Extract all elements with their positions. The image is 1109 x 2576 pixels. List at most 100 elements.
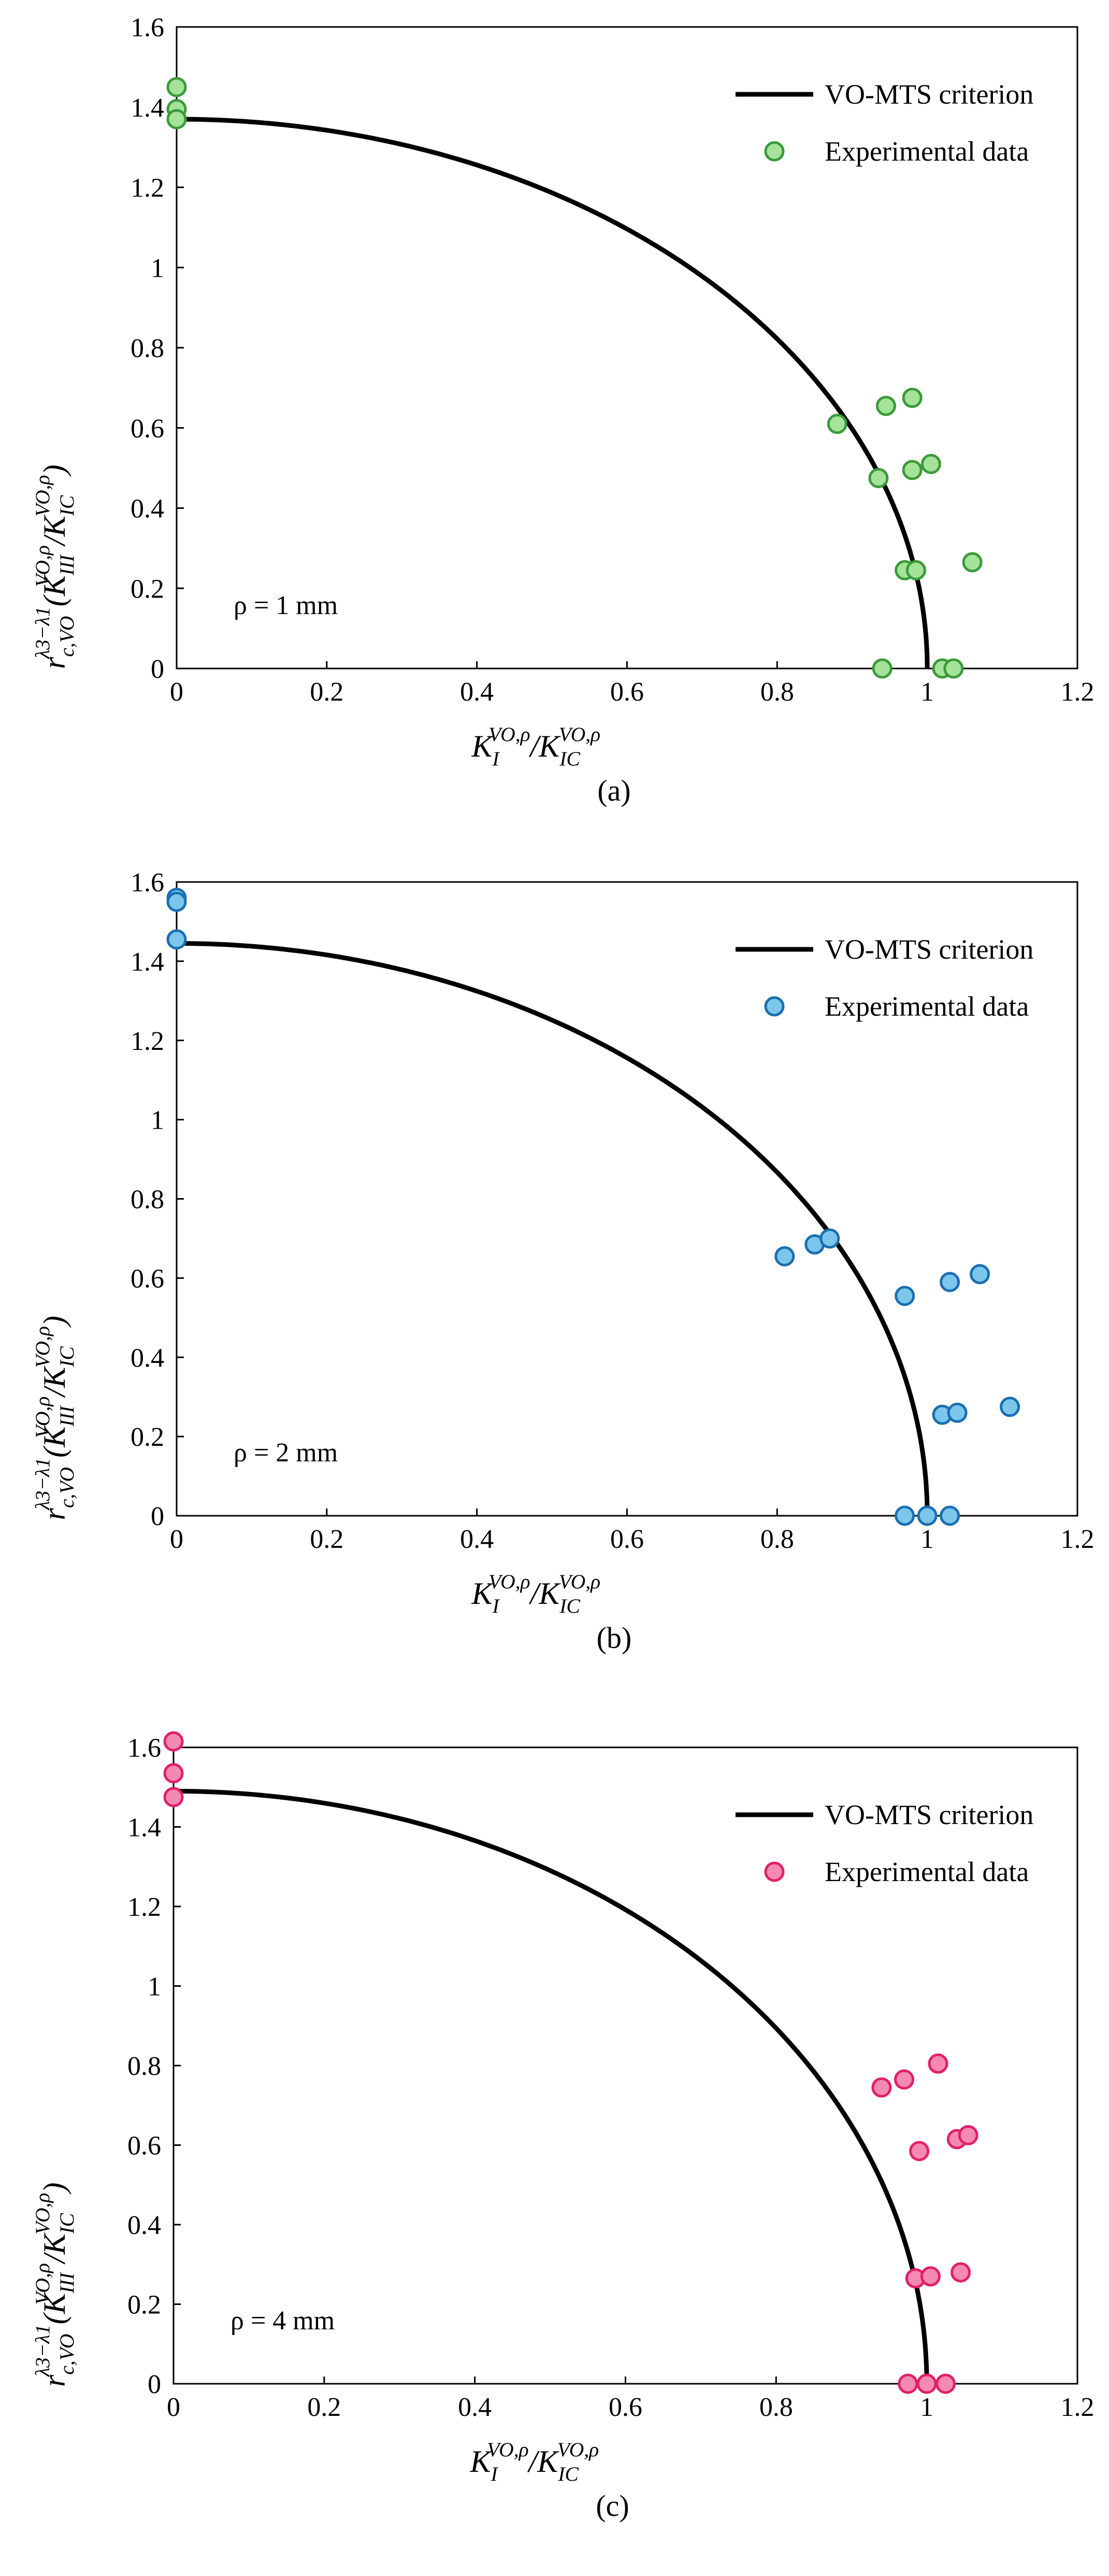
y-tick-label: 1.2 [131,174,164,203]
y-tick-label: 0.8 [131,334,164,363]
data-point [875,395,896,416]
panel-caption: (a) [597,774,630,807]
y-tick-label: 0 [148,2370,161,2399]
x-axis-label: KIVO,ρ/KICVO,ρ [471,1570,601,1617]
x-tick-label: 1 [920,1525,934,1554]
plot-frame [176,26,1078,670]
x-axis-label: KIVO,ρ/KICVO,ρ [471,723,601,770]
data-point [917,1505,938,1526]
data-point [895,1505,915,1526]
y-tick-label: 0 [151,654,164,684]
x-tick-label: 0.6 [610,1525,644,1554]
data-point [166,891,187,912]
data-point [894,2069,915,2090]
data-point [1000,1397,1020,1417]
x-tick-label: 0.8 [760,677,794,707]
data-point [905,560,926,580]
chart-svg: 0 0.2 0.4 0.6 0.8 1 1.2 0 0.2 0.4 0.6 0.8 1 1.2 1.4 1.6… [31,1731,1094,2523]
x-tick-label: 0 [170,1525,183,1554]
data-point [166,929,187,950]
x-tick-label: 0.2 [307,2393,341,2422]
legend-marker-label: Experimental data [825,136,1029,167]
data-point [872,658,892,679]
data-point [920,453,941,474]
rho-annotation: ρ = 4 mm [231,2306,335,2336]
criterion-curve [177,117,930,669]
data-point [935,2373,956,2394]
chart-panel-c: 0 0.2 0.4 0.6 0.8 1 1.2 0 0.2 0.4 0.6 0.8 1 1.2 1.4 1.6… [0,1717,1109,2576]
criterion-curve [174,1788,929,2384]
data-point [916,2373,937,2394]
legend-marker-label: Experimental data [825,991,1029,1022]
y-tick-label: 1.6 [131,13,164,42]
x-tick-label: 0.4 [460,1525,494,1554]
data-point [166,77,187,97]
criterion-curve [177,941,930,1516]
data-point [962,552,983,573]
data-point [928,2053,948,2074]
x-tick-label: 0.2 [310,677,343,707]
x-tick-label: 0.6 [609,2393,642,2422]
legend-marker-swatch [764,1861,785,1882]
data-point [902,388,923,408]
y-axis-label: rc,VOλ3−λ1(KIIIVO,ρ/KICVO,ρ) [31,1316,78,1520]
data-point [163,1731,184,1752]
y-tick-label: 0.4 [127,2211,161,2240]
y-axis-label: rc,VOλ3−λ1(KIIIVO,ρ/KICVO,ρ) [31,465,78,669]
legend-marker-label: Experimental data [825,1856,1029,1887]
y-tick-label: 1 [151,253,164,283]
x-tick-label: 0 [167,2393,180,2422]
data-point [871,2077,892,2098]
legend-line-label: VO-MTS criterion [825,1799,1033,1830]
y-tick-label: 0.2 [131,1422,164,1452]
data-point [970,1264,990,1285]
y-tick-label: 0.8 [127,2052,161,2081]
y-tick-label: 1.6 [127,1733,161,1763]
data-point [895,1286,915,1306]
y-tick-label: 0.4 [131,494,164,524]
x-tick-label: 1 [920,677,934,707]
x-tick-label: 1 [920,2393,933,2422]
data-point [163,1763,184,1784]
y-tick-label: 0.6 [131,1264,164,1293]
x-tick-label: 1.2 [1061,1525,1094,1554]
data-point [902,460,923,480]
data-point [827,414,847,434]
x-tick-label: 0.8 [759,2393,793,2422]
legend-marker-swatch [764,141,785,162]
rho-annotation: ρ = 1 mm [234,591,338,620]
y-tick-label: 1 [148,1972,161,2002]
y-tick-label: 0.8 [131,1185,164,1215]
chart-panel-b: 0 0.2 0.4 0.6 0.8 1 1.2 0 0.2 0.4 0.6 0.8 1 1.2 1.4 1.6… [0,859,1109,1717]
y-tick-label: 1.4 [131,947,164,977]
x-axis-label: KIVO,ρ/KICVO,ρ [470,2438,599,2485]
data-point [947,1402,968,1423]
data-point [163,1787,184,1808]
x-tick-label: 0 [170,677,183,707]
x-tick-label: 0.2 [310,1525,343,1554]
data-point [774,1246,795,1266]
x-tick-label: 1.2 [1061,2393,1094,2422]
chart-svg: 0 0.2 0.4 0.6 0.8 1 1.2 0 0.2 0.4 0.6 0.8 1 1.2 1.4 1.6… [31,868,1094,1655]
y-tick-label: 0.4 [131,1343,164,1373]
legend-line-label: VO-MTS criterion [825,79,1033,110]
data-point [819,1228,840,1249]
y-tick-label: 1.2 [131,1027,164,1056]
chart-panel-a: 0 0.2 0.4 0.6 0.8 1 1.2 0 0.2 0.4 0.6 0.8 1 1.2 1.4 1.6… [0,0,1109,859]
data-point [950,2262,971,2283]
y-tick-label: 0.6 [127,2131,161,2161]
x-tick-label: 0.8 [760,1525,794,1554]
panel-caption: (b) [597,1621,632,1655]
x-tick-label: 0.4 [460,677,494,707]
data-point [898,2373,918,2394]
y-tick-label: 1.4 [131,93,164,123]
data-point [166,109,187,130]
data-point [940,1272,960,1292]
chart-svg: 0 0.2 0.4 0.6 0.8 1 1.2 0 0.2 0.4 0.6 0.8 1 1.2 1.4 1.6… [31,13,1094,807]
y-tick-label: 1 [151,1106,164,1135]
y-tick-label: 1.4 [127,1813,161,1843]
panel-caption: (c) [596,2489,629,2523]
y-tick-label: 0 [151,1502,164,1531]
data-point [940,1505,960,1526]
x-tick-label: 0.4 [458,2393,492,2422]
